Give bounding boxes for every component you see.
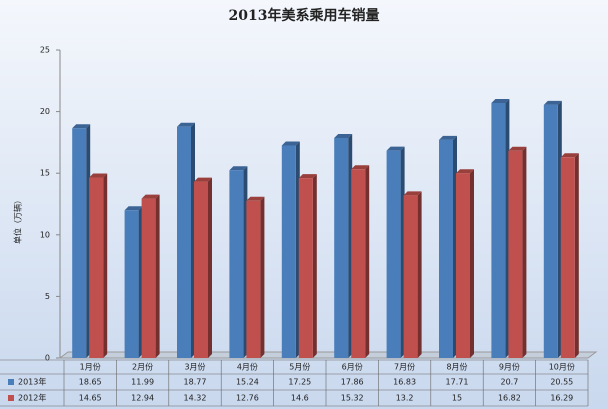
legend-swatch xyxy=(8,379,14,385)
legend-swatch xyxy=(8,395,14,401)
bar-side xyxy=(103,173,108,358)
bar-top xyxy=(334,133,353,138)
bar-top xyxy=(543,100,562,105)
data-label: 14.6 xyxy=(291,394,309,403)
data-label: 12.94 xyxy=(131,394,154,403)
data-label: 15 xyxy=(452,394,462,403)
y-tick-label: 25 xyxy=(40,46,50,55)
bar xyxy=(334,137,349,358)
bar-top xyxy=(141,194,160,199)
bar-top xyxy=(439,135,457,140)
bar xyxy=(194,181,208,358)
bar xyxy=(229,170,244,358)
bar-side xyxy=(312,174,317,358)
bar xyxy=(298,178,313,358)
data-label: 18.65 xyxy=(79,378,102,387)
bar xyxy=(439,139,453,358)
data-label: 16.29 xyxy=(550,394,573,403)
bar-top xyxy=(560,153,579,158)
bar-top xyxy=(508,146,527,151)
x-tick-label: 7月份 xyxy=(394,362,415,372)
chart-title: 2013年美系乘用车销量 xyxy=(229,7,380,24)
bar-top xyxy=(124,206,143,211)
data-label: 20.7 xyxy=(500,378,518,387)
bar-top xyxy=(229,166,248,171)
data-label: 17.86 xyxy=(341,378,364,387)
legend-label: 2012年 xyxy=(18,393,46,403)
data-label: 20.55 xyxy=(550,378,573,387)
x-tick-label: 5月份 xyxy=(289,362,310,372)
bar-top xyxy=(194,177,212,182)
bar-top xyxy=(491,98,510,103)
y-tick-label: 10 xyxy=(40,230,50,239)
bar xyxy=(124,210,139,358)
bar-side xyxy=(155,194,160,358)
y-tick-label: 5 xyxy=(45,292,50,301)
x-tick-label: 4月份 xyxy=(237,362,258,372)
y-tick-label: 15 xyxy=(40,169,50,178)
bar xyxy=(543,104,558,358)
y-axis-label: 单位（万辆） xyxy=(13,196,23,244)
bar-side xyxy=(522,146,527,358)
x-tick-label: 6月份 xyxy=(342,362,363,372)
data-label: 11.99 xyxy=(131,378,154,387)
bar-top xyxy=(72,124,91,129)
data-label: 16.82 xyxy=(498,394,521,403)
bar xyxy=(491,102,506,358)
x-tick-label: 1月份 xyxy=(80,362,101,372)
bar xyxy=(72,128,87,358)
bar-side xyxy=(417,191,422,358)
bar-top xyxy=(177,122,195,127)
bar-top xyxy=(386,146,405,151)
bar-side xyxy=(365,165,370,358)
bar xyxy=(508,150,523,358)
bar-top xyxy=(456,169,474,174)
data-label: 12.76 xyxy=(236,394,259,403)
bar-side xyxy=(470,169,474,358)
bar xyxy=(560,157,575,358)
y-tick-label: 20 xyxy=(40,107,50,116)
x-tick-label: 10月份 xyxy=(549,362,575,372)
bar-top xyxy=(89,173,108,178)
data-label: 14.65 xyxy=(79,394,102,403)
bar xyxy=(141,198,156,358)
data-label: 15.32 xyxy=(341,394,364,403)
bar-side xyxy=(208,177,212,358)
bar-top xyxy=(246,196,265,201)
bar xyxy=(386,150,401,358)
x-tick-label: 3月份 xyxy=(184,362,205,372)
x-tick-label: 8月份 xyxy=(446,362,467,372)
bar xyxy=(89,177,104,358)
bar xyxy=(177,126,191,358)
bar xyxy=(403,195,418,358)
data-label: 17.71 xyxy=(446,378,469,387)
bar-top xyxy=(403,191,422,196)
bar-top xyxy=(298,174,317,179)
bar xyxy=(351,169,366,358)
x-tick-label: 9月份 xyxy=(499,362,520,372)
bar-top xyxy=(351,165,370,170)
x-tick-label: 2月份 xyxy=(132,362,153,372)
data-label: 14.32 xyxy=(184,394,207,403)
data-label: 18.77 xyxy=(184,378,207,387)
legend-label: 2013年 xyxy=(18,377,46,387)
bar xyxy=(246,200,261,358)
y-tick-label: 0 xyxy=(45,354,50,363)
bar xyxy=(281,145,296,358)
bar-side xyxy=(574,153,579,358)
data-label: 17.25 xyxy=(288,378,311,387)
bar xyxy=(456,173,470,358)
bar-side xyxy=(260,196,265,358)
data-label: 15.24 xyxy=(236,378,259,387)
data-label: 16.83 xyxy=(393,378,416,387)
bar-top xyxy=(281,141,300,146)
data-label: 13.2 xyxy=(396,394,414,403)
